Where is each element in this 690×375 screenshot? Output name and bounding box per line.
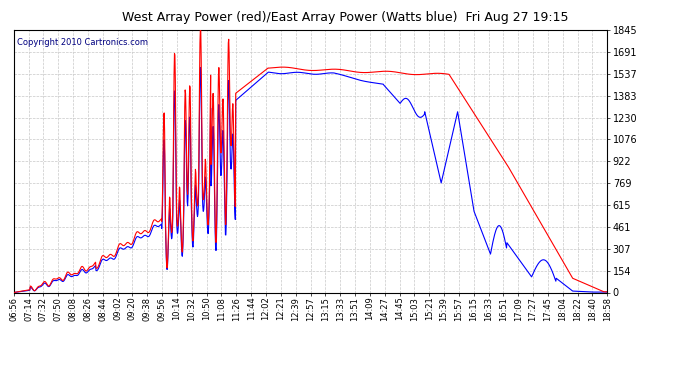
Text: Copyright 2010 Cartronics.com: Copyright 2010 Cartronics.com <box>17 38 148 47</box>
Text: West Array Power (red)/East Array Power (Watts blue)  Fri Aug 27 19:15: West Array Power (red)/East Array Power … <box>121 11 569 24</box>
